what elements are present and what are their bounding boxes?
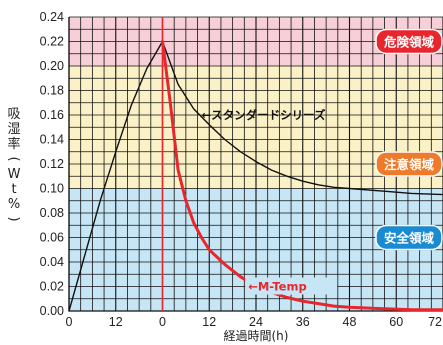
series-annotation: ←スタンダードシリーズ <box>201 108 326 122</box>
zone-badge: 注意領域 <box>375 151 443 177</box>
zone-badge-bg <box>375 151 443 177</box>
x-tick-labels: 0 12 0 12 24 36 48 60 72 <box>66 315 443 329</box>
zone-badge-bg <box>375 28 443 55</box>
x-tick-label: 48 <box>343 315 357 329</box>
zone-badge: 危険領域 <box>375 28 443 55</box>
x-tick-label: 24 <box>249 315 263 329</box>
y-tick-label: 0.20 <box>40 59 64 73</box>
series-annotation: ←M-Temp <box>248 280 306 294</box>
zone-badge-label: 危険領域 <box>383 35 435 50</box>
y-tick-label: 0.00 <box>40 304 64 318</box>
y-tick-label: 0.06 <box>40 231 64 245</box>
y-tick-label: 0.08 <box>40 206 64 220</box>
x-tick-label: 12 <box>109 315 123 329</box>
y-axis-label-char: 吸 <box>7 107 20 122</box>
y-axis-label-char: t <box>11 182 16 197</box>
y-tick-label: 0.22 <box>40 35 64 49</box>
y-axis-label-char: 湿 <box>7 122 20 137</box>
zone-badge: 安全領域 <box>375 224 443 251</box>
y-tick-labels: 0.00 0.02 0.04 0.06 0.08 0.10 0.12 0.14 0.16 0.18… <box>40 10 64 318</box>
y-axis-label-char: 率 <box>7 136 20 152</box>
zone-badge-bg <box>375 224 443 251</box>
x-tick-label: 0 <box>159 315 166 329</box>
series-line-standard <box>68 40 443 312</box>
y-axis-label-char: ) <box>6 216 21 221</box>
x-axis-label: 経過時間(h) <box>224 329 289 343</box>
y-axis-label-char: % <box>8 197 20 212</box>
y-tick-label: 0.16 <box>40 108 64 122</box>
y-tick-label: 0.04 <box>40 255 64 269</box>
series-annotations: ←スタンダードシリーズ ←M-Temp <box>201 108 338 295</box>
x-tick-label: 72 <box>428 315 442 329</box>
zone-badge-label: 安全領域 <box>384 231 435 246</box>
x-tick-label: 60 <box>389 315 403 329</box>
y-tick-label: 0.10 <box>40 182 64 196</box>
axes <box>68 17 443 312</box>
y-tick-label: 0.02 <box>40 280 64 294</box>
zone-badge-label: 注意領域 <box>384 157 435 172</box>
x-tick-label: 36 <box>296 315 310 329</box>
y-tick-label: 0.18 <box>40 84 64 98</box>
y-axis-label-char: ( <box>6 156 21 161</box>
annotation-bg <box>245 277 338 295</box>
y-tick-label: 0.14 <box>40 133 64 147</box>
y-tick-label: 0.12 <box>40 157 64 171</box>
y-axis-label: 吸湿率 ( Wt%) <box>6 107 21 222</box>
y-axis-label-char: W <box>8 167 21 182</box>
y-tick-label: 0.24 <box>40 10 64 24</box>
x-tick-label: 12 <box>202 315 216 329</box>
x-tick-label: 0 <box>66 315 73 329</box>
